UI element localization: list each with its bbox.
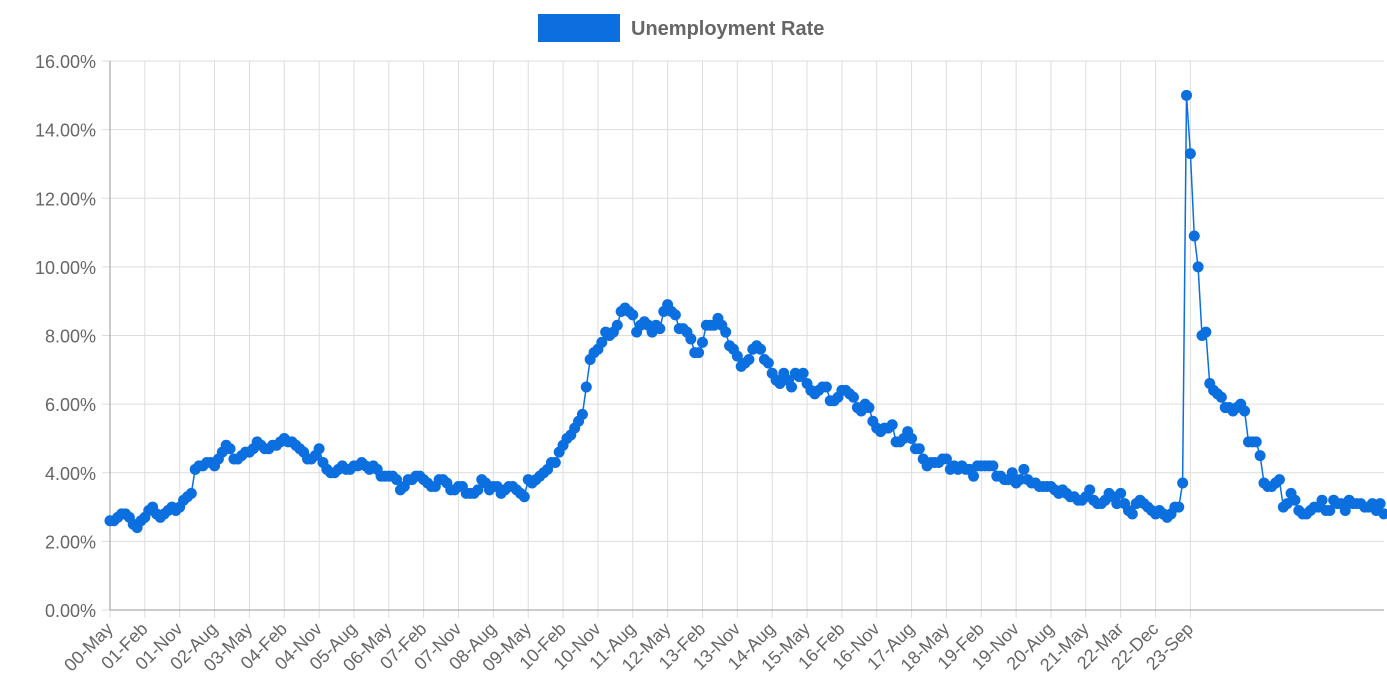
horizontal-gridlines	[102, 60, 1384, 611]
data-point[interactable]	[472, 484, 484, 496]
data-point[interactable]	[731, 350, 743, 362]
data-point[interactable]	[1239, 405, 1251, 417]
data-point[interactable]	[1192, 261, 1204, 273]
y-tick-label: 2.00%	[45, 532, 96, 552]
data-point[interactable]	[786, 381, 798, 393]
data-point[interactable]	[611, 319, 623, 331]
data-point[interactable]	[1115, 487, 1127, 499]
data-point[interactable]	[627, 309, 639, 321]
data-point[interactable]	[576, 408, 588, 420]
data-point[interactable]	[669, 309, 681, 321]
data-point[interactable]	[762, 357, 774, 369]
data-point[interactable]	[1014, 474, 1026, 486]
data-point[interactable]	[518, 491, 530, 503]
y-tick-label: 10.00%	[35, 258, 96, 278]
data-point[interactable]	[1378, 508, 1387, 520]
y-axis-tick-labels: 0.00% 2.00% 4.00% 6.00% 8.00% 10.00% 12.00% 14.…	[35, 52, 96, 621]
data-point[interactable]	[886, 419, 898, 431]
data-point[interactable]	[1289, 494, 1301, 506]
data-point[interactable]	[1181, 89, 1193, 101]
data-point[interactable]	[549, 456, 561, 468]
data-point[interactable]	[1273, 474, 1285, 486]
vertical-gridlines	[109, 61, 1384, 618]
data-point[interactable]	[1126, 508, 1138, 520]
data-point[interactable]	[1200, 326, 1212, 338]
data-point[interactable]	[1084, 484, 1096, 496]
data-point[interactable]	[1339, 504, 1351, 516]
data-point[interactable]	[820, 381, 832, 393]
y-tick-label: 16.00%	[35, 52, 96, 72]
data-point[interactable]	[391, 474, 403, 486]
data-point[interactable]	[596, 336, 608, 348]
legend[interactable]: Unemployment Rate	[538, 14, 824, 42]
data-point[interactable]	[1188, 230, 1200, 242]
data-point[interactable]	[1177, 477, 1189, 489]
data-point[interactable]	[1111, 498, 1123, 510]
y-tick-label: 4.00%	[45, 464, 96, 484]
data-point[interactable]	[940, 453, 952, 465]
data-point[interactable]	[313, 443, 325, 455]
data-point[interactable]	[1018, 463, 1030, 475]
data-point[interactable]	[693, 347, 705, 359]
data-point[interactable]	[987, 460, 999, 472]
data-point[interactable]	[968, 470, 980, 482]
data-point[interactable]	[1006, 467, 1018, 479]
data-point[interactable]	[654, 323, 666, 335]
data-point[interactable]	[1324, 504, 1336, 516]
data-point[interactable]	[1316, 494, 1328, 506]
series-line	[110, 95, 1385, 529]
data-point[interactable]	[185, 487, 197, 499]
y-tick-label: 14.00%	[35, 121, 96, 141]
data-point[interactable]	[1184, 148, 1196, 160]
data-point[interactable]	[720, 326, 732, 338]
data-point[interactable]	[847, 391, 859, 403]
data-point[interactable]	[797, 367, 809, 379]
legend-swatch	[538, 14, 620, 42]
y-tick-label: 8.00%	[45, 327, 96, 347]
data-point[interactable]	[1215, 391, 1227, 403]
data-point[interactable]	[1173, 501, 1185, 513]
data-point[interactable]	[755, 343, 767, 355]
legend-label: Unemployment Rate	[631, 18, 824, 40]
y-tick-label: 0.00%	[45, 601, 96, 621]
data-point[interactable]	[913, 443, 925, 455]
data-point[interactable]	[906, 432, 918, 444]
data-point[interactable]	[1250, 436, 1262, 448]
y-tick-label: 12.00%	[35, 189, 96, 209]
y-tick-label: 6.00%	[45, 395, 96, 415]
data-point[interactable]	[580, 381, 592, 393]
data-point[interactable]	[685, 333, 697, 345]
data-point[interactable]	[743, 354, 755, 366]
x-axis-tick-labels: 00-May01-Feb01-Nov02-Aug03-May04-Feb04-N…	[60, 619, 1197, 676]
data-point[interactable]	[224, 443, 236, 455]
data-point[interactable]	[863, 402, 875, 414]
data-point[interactable]	[1254, 450, 1266, 462]
data-point[interactable]	[1374, 498, 1386, 510]
data-point[interactable]	[696, 336, 708, 348]
series-unemployment-rate	[104, 89, 1387, 534]
